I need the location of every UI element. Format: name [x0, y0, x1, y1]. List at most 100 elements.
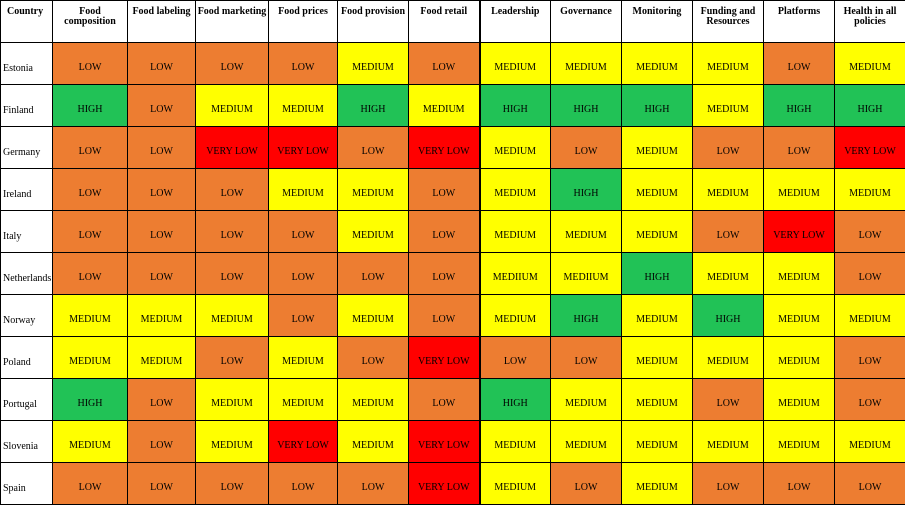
column-header-food-prices: Food prices — [269, 1, 338, 43]
rating-cell: LOW — [409, 211, 480, 253]
rating-cell: LOW — [693, 379, 764, 421]
rating-cell: LOW — [128, 253, 196, 295]
rating-cell: LOW — [835, 253, 905, 295]
column-header-funding-and-resources: Funding and Resources — [693, 1, 764, 43]
rating-cell: MEDIUM — [764, 169, 835, 211]
rating-cell: LOW — [835, 337, 905, 379]
rating-cell: MEDIUM — [128, 337, 196, 379]
rating-cell: MEDIUM — [693, 253, 764, 295]
rating-cell: MEDIUM — [764, 337, 835, 379]
rating-cell: MEDIUM — [693, 169, 764, 211]
rating-cell: MEDIUM — [269, 169, 338, 211]
rating-cell: LOW — [53, 463, 128, 505]
rating-cell: LOW — [835, 463, 905, 505]
rating-cell: MEDIUM — [764, 379, 835, 421]
rating-cell: LOW — [409, 253, 480, 295]
rating-cell: VERY LOW — [269, 421, 338, 463]
rating-cell: LOW — [693, 463, 764, 505]
rating-cell: LOW — [693, 127, 764, 169]
rating-cell: LOW — [53, 253, 128, 295]
rating-cell: MEDIUM — [622, 463, 693, 505]
rating-cell: MEDIUM — [835, 421, 905, 463]
rating-cell: VERY LOW — [409, 337, 480, 379]
rating-cell: MEDIUM — [622, 211, 693, 253]
rating-cell: MEDIUM — [622, 295, 693, 337]
rating-cell: HIGH — [551, 169, 622, 211]
rating-cell: MEDIUM — [480, 43, 551, 85]
rating-cell: LOW — [409, 295, 480, 337]
rating-cell: MEDIUM — [480, 421, 551, 463]
rating-cell: HIGH — [551, 85, 622, 127]
rating-cell: LOW — [764, 43, 835, 85]
rating-cell: LOW — [409, 379, 480, 421]
rating-cell: LOW — [128, 421, 196, 463]
column-header-food-marketing: Food marketing — [196, 1, 269, 43]
country-cell: Poland — [1, 337, 53, 379]
rating-cell: LOW — [551, 463, 622, 505]
rating-cell: MEDIUM — [269, 85, 338, 127]
rating-cell: MEDIUM — [551, 211, 622, 253]
column-header-food-composition: Food composition — [53, 1, 128, 43]
rating-cell: MEDIUM — [480, 295, 551, 337]
rating-cell: LOW — [409, 43, 480, 85]
rating-cell: LOW — [338, 127, 409, 169]
rating-cell: LOW — [128, 127, 196, 169]
rating-cell: MEDIUM — [622, 421, 693, 463]
column-header-food-labeling: Food labeling — [128, 1, 196, 43]
rating-cell: LOW — [269, 43, 338, 85]
rating-cell: MEDIUM — [835, 295, 905, 337]
country-cell: Estonia — [1, 43, 53, 85]
rating-cell: MEDIUM — [693, 85, 764, 127]
rating-cell: MEDIUM — [196, 421, 269, 463]
rating-cell: LOW — [196, 169, 269, 211]
rating-cell: LOW — [338, 463, 409, 505]
rating-cell: LOW — [196, 211, 269, 253]
rating-cell: MEDIUM — [269, 379, 338, 421]
rating-cell: LOW — [53, 127, 128, 169]
rating-cell: LOW — [196, 337, 269, 379]
rating-cell: LOW — [128, 379, 196, 421]
rating-cell: LOW — [551, 127, 622, 169]
rating-cell: MEDIUM — [622, 43, 693, 85]
rating-cell: LOW — [480, 337, 551, 379]
rating-cell: HIGH — [622, 85, 693, 127]
country-cell: Ireland — [1, 169, 53, 211]
rating-cell: LOW — [764, 463, 835, 505]
rating-cell: LOW — [196, 43, 269, 85]
rating-cell: LOW — [338, 337, 409, 379]
country-cell: Spain — [1, 463, 53, 505]
rating-cell: VERY LOW — [269, 127, 338, 169]
rating-cell: HIGH — [53, 379, 128, 421]
rating-cell: MEDIUM — [835, 43, 905, 85]
rating-cell: MEDIUM — [480, 211, 551, 253]
column-header-food-retail: Food retail — [409, 1, 480, 43]
rating-cell: LOW — [764, 127, 835, 169]
rating-cell: LOW — [269, 463, 338, 505]
rating-cell: MEDIUM — [338, 169, 409, 211]
rating-cell: MEDIUM — [551, 379, 622, 421]
rating-cell: LOW — [53, 211, 128, 253]
rating-cell: MEDIUM — [480, 169, 551, 211]
rating-cell: MEDIUM — [622, 127, 693, 169]
rating-cell: MEDIIUM — [551, 253, 622, 295]
rating-cell: MEDIUM — [764, 295, 835, 337]
rating-cell: MEDIUM — [551, 421, 622, 463]
rating-cell: MEDIUM — [551, 43, 622, 85]
rating-cell: LOW — [128, 463, 196, 505]
column-header-monitoring: Monitoring — [622, 1, 693, 43]
rating-cell: MEDIUM — [693, 421, 764, 463]
rating-cell: HIGH — [338, 85, 409, 127]
rating-cell: MEDIUM — [269, 337, 338, 379]
rating-cell: MEDIUM — [764, 253, 835, 295]
rating-cell: MEDIUM — [338, 421, 409, 463]
rating-cell: LOW — [338, 253, 409, 295]
rating-cell: MEDIUM — [338, 211, 409, 253]
